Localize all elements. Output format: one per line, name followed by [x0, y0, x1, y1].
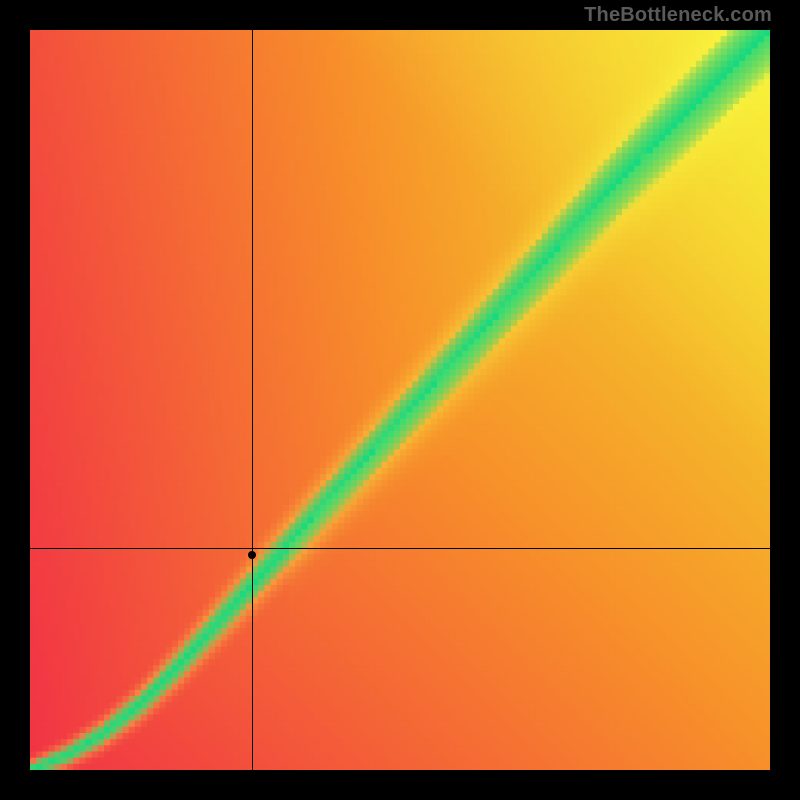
bottleneck-heatmap [30, 30, 770, 770]
root: TheBottleneck.com [0, 0, 800, 800]
watermark-text: TheBottleneck.com [584, 4, 772, 27]
